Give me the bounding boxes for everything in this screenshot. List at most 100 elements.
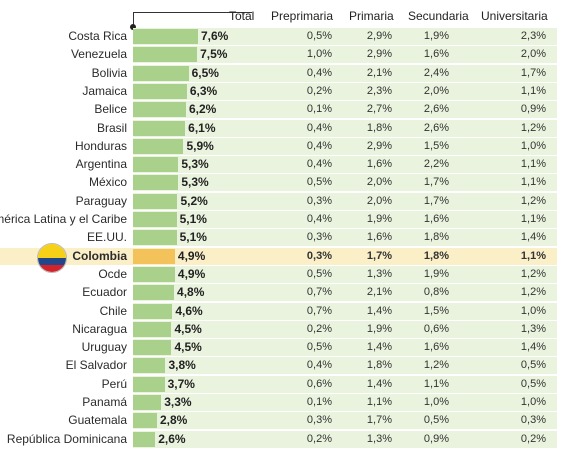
bracket-dot bbox=[130, 24, 136, 30]
primaria-value: 2,3% bbox=[366, 84, 392, 97]
total-bar bbox=[133, 65, 189, 81]
table-row: Perú 3,7% 0,6% 1,4% 1,1% 0,5% bbox=[0, 375, 565, 394]
total-bar bbox=[133, 193, 178, 209]
row-background bbox=[133, 265, 557, 283]
primaria-value: 2,0% bbox=[366, 176, 392, 189]
universitaria-value: 1,1% bbox=[520, 213, 546, 225]
preprimaria-value: 0,4% bbox=[306, 359, 332, 372]
total-value-label: 4,9% bbox=[177, 266, 206, 281]
universitaria-value: 1,2% bbox=[520, 267, 546, 280]
primaria-value: 2,9% bbox=[366, 48, 392, 61]
row-background bbox=[133, 394, 557, 411]
table-row: Uruguay 4,5% 0,5% 1,4% 1,6% 1,4% bbox=[0, 339, 565, 357]
primaria-value: 1,6% bbox=[366, 231, 392, 244]
universitaria-value: 1,4% bbox=[520, 341, 546, 354]
row-background bbox=[133, 211, 557, 228]
total-bar bbox=[133, 29, 198, 44]
row-background bbox=[133, 357, 557, 375]
preprimaria-value: 0,1% bbox=[306, 396, 332, 408]
row-background bbox=[133, 229, 557, 247]
universitaria-value: 1,7% bbox=[520, 66, 546, 79]
universitaria-value: 1,4% bbox=[520, 231, 546, 244]
secundaria-value: 1,6% bbox=[423, 48, 449, 61]
preprimaria-value: 0,1% bbox=[306, 103, 332, 116]
preprimaria-value: 0,2% bbox=[306, 84, 332, 97]
primaria-value: 2,9% bbox=[366, 139, 392, 152]
primaria-value: 1,3% bbox=[366, 267, 392, 280]
total-value-label: 3,7% bbox=[167, 376, 195, 391]
secundaria-value: 0,5% bbox=[423, 414, 449, 427]
total-bar bbox=[133, 102, 186, 118]
total-bar bbox=[133, 395, 162, 410]
total-value-label: 4,5% bbox=[174, 340, 202, 355]
total-value-label: 5,9% bbox=[186, 138, 214, 153]
total-bar bbox=[133, 175, 179, 191]
table-row: Argentina 5,3% 0,4% 1,6% 2,2% 1,1% bbox=[0, 156, 565, 174]
table-row: Belice 6,2% 0,1% 2,7% 2,6% 0,9% bbox=[0, 101, 565, 119]
country-label: Argentina bbox=[75, 157, 127, 172]
table-row: Colombia 4,9% 0,3% 1,7% 1,8% 1,1% bbox=[0, 247, 565, 266]
preprimaria-value: 0,5% bbox=[306, 341, 332, 354]
header-preprimaria: Preprimaria bbox=[271, 9, 334, 23]
total-bar bbox=[133, 248, 175, 264]
country-label: Nicaragua bbox=[72, 321, 127, 336]
primaria-value: 1,3% bbox=[366, 432, 392, 445]
country-label: América Latina y el Caribe bbox=[0, 212, 127, 226]
table-row: América Latina y el Caribe 5,1% 0,4% 1,9% 1,… bbox=[0, 211, 565, 229]
universitaria-value: 0,3% bbox=[520, 414, 546, 427]
country-label: Jamaica bbox=[82, 83, 127, 98]
total-bar bbox=[133, 358, 166, 374]
primaria-value: 1,7% bbox=[366, 249, 392, 262]
row-background bbox=[133, 302, 557, 320]
preprimaria-value: 0,2% bbox=[306, 432, 332, 445]
secundaria-value: 1,9% bbox=[423, 30, 449, 42]
secundaria-value: 2,4% bbox=[423, 66, 449, 79]
universitaria-value: 1,1% bbox=[520, 176, 546, 189]
primaria-value: 2,9% bbox=[366, 30, 392, 42]
row-background bbox=[133, 119, 557, 137]
table-row: México 5,3% 0,5% 2,0% 1,7% 1,1% bbox=[0, 174, 565, 192]
total-value-label: 4,8% bbox=[177, 285, 205, 300]
preprimaria-value: 0,4% bbox=[306, 158, 332, 171]
row-background bbox=[133, 101, 557, 119]
country-label: República Dominicana bbox=[6, 431, 127, 446]
preprimaria-value: 0,7% bbox=[306, 286, 332, 299]
preprimaria-value: 0,2% bbox=[306, 322, 332, 335]
preprimaria-value: 0,6% bbox=[306, 377, 332, 390]
header-universitaria: Universitaria bbox=[481, 9, 548, 23]
preprimaria-value: 1,0% bbox=[306, 48, 332, 61]
country-label: Ocde bbox=[98, 266, 127, 281]
secundaria-value: 0,9% bbox=[423, 432, 449, 445]
header-primaria: Primaria bbox=[349, 9, 394, 23]
total-bar bbox=[133, 230, 177, 246]
total-header-bracket bbox=[133, 12, 252, 27]
universitaria-value: 1,0% bbox=[520, 304, 546, 317]
secundaria-value: 1,1% bbox=[423, 377, 449, 390]
preprimaria-value: 0,5% bbox=[306, 30, 332, 42]
primaria-value: 1,1% bbox=[366, 396, 392, 408]
preprimaria-value: 0,4% bbox=[306, 139, 332, 152]
secundaria-value: 1,6% bbox=[423, 213, 449, 225]
country-label: Colombia bbox=[72, 248, 127, 263]
row-background bbox=[133, 375, 557, 393]
total-value-label: 7,6% bbox=[200, 29, 229, 43]
country-label: Costa Rica bbox=[68, 29, 127, 43]
primaria-value: 2,1% bbox=[366, 286, 392, 299]
total-bar bbox=[133, 376, 165, 392]
secundaria-value: 1,8% bbox=[423, 249, 449, 262]
row-background bbox=[133, 46, 557, 64]
country-label: Panamá bbox=[82, 395, 127, 409]
total-bar bbox=[133, 83, 187, 99]
total-value-label: 5,1% bbox=[179, 230, 207, 245]
universitaria-value: 0,5% bbox=[520, 359, 546, 372]
country-label: El Salvador bbox=[65, 358, 127, 373]
country-label: Guatemala bbox=[68, 413, 127, 428]
row-background bbox=[133, 137, 557, 155]
total-value-label: 6,3% bbox=[189, 83, 218, 98]
table-row: EE.UU. 5,1% 0,3% 1,6% 1,8% 1,4% bbox=[0, 229, 565, 247]
header-secundaria: Secundaria bbox=[408, 9, 469, 23]
universitaria-value: 1,3% bbox=[520, 322, 546, 335]
primaria-value: 2,0% bbox=[366, 194, 392, 207]
total-bar bbox=[133, 413, 157, 429]
table-row: Bolivia 6,5% 0,4% 2,1% 2,4% 1,7% bbox=[0, 64, 565, 83]
